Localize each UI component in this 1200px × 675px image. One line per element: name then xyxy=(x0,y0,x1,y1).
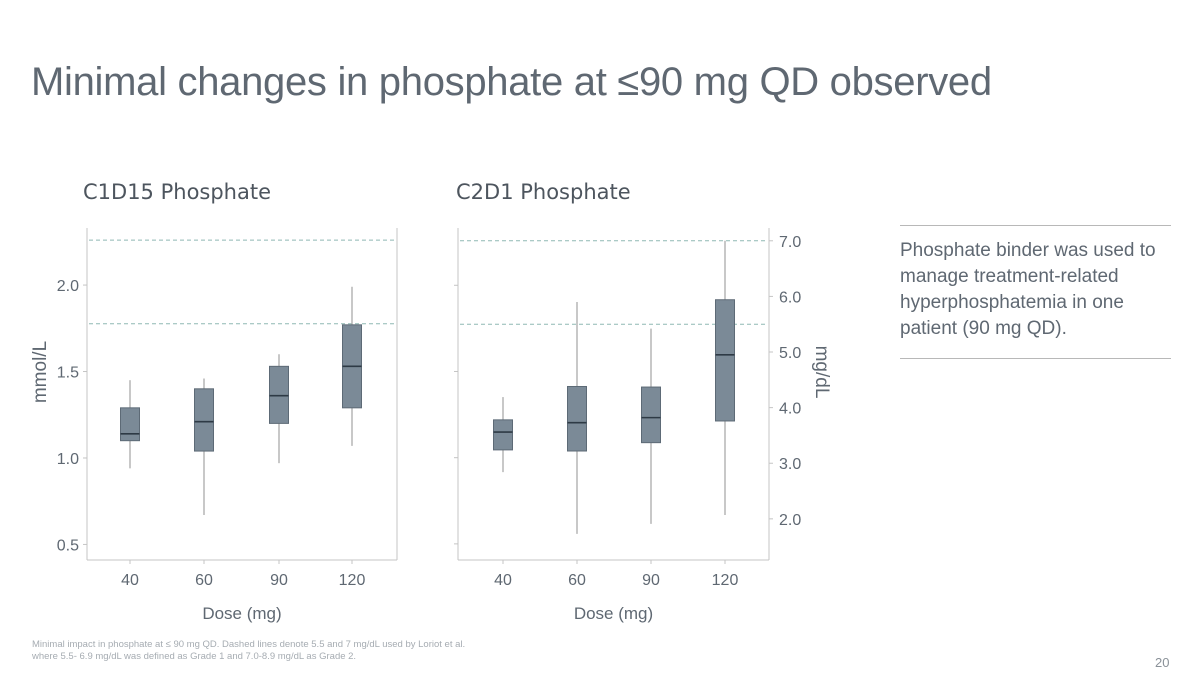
side-note: Phosphate binder was used to manage trea… xyxy=(900,240,1156,339)
box-dose-60 xyxy=(194,388,214,452)
box-dose-120 xyxy=(715,299,735,422)
box-dose-60 xyxy=(567,385,587,452)
y-tick-label: 6.0 xyxy=(779,289,801,306)
x-tick-label: 40 xyxy=(121,572,139,589)
box-dose-40 xyxy=(120,407,140,442)
y-tick-label: 2.0 xyxy=(57,278,79,295)
note-top-divider xyxy=(900,225,1171,226)
y-tick-label: 2.0 xyxy=(779,512,801,529)
y-tick-label: 1.0 xyxy=(57,451,79,468)
y-tick-label: 5.0 xyxy=(779,345,801,362)
x-tick-label: 60 xyxy=(195,572,213,589)
y-axis-label: mg/dL xyxy=(811,346,832,399)
y-axis-label: mmol/L xyxy=(30,341,51,403)
box-dose-40 xyxy=(493,419,513,451)
x-tick-label: 60 xyxy=(568,572,586,589)
box-dose-90 xyxy=(641,386,661,444)
chart-title-c2d1: C2D1 Phosphate xyxy=(456,180,631,204)
x-axis-label: Dose (mg) xyxy=(574,604,653,623)
slide-title: Minimal changes in phosphate at ≤90 mg Q… xyxy=(31,60,992,104)
y-tick-label: 0.5 xyxy=(57,537,79,554)
chart-title-c1d15: C1D15 Phosphate xyxy=(83,180,272,204)
y-tick-label: 4.0 xyxy=(779,401,801,418)
box-dose-90 xyxy=(269,365,289,424)
y-tick-label: 7.0 xyxy=(779,234,801,251)
x-tick-label: 120 xyxy=(339,572,366,589)
footnote-line-1: Minimal impact in phosphate at ≤ 90 mg Q… xyxy=(32,639,466,650)
x-tick-label: 40 xyxy=(494,572,512,589)
x-tick-label: 90 xyxy=(270,572,288,589)
footnote-line-2: where 5.5- 6.9 mg/dL was defined as Grad… xyxy=(32,651,357,662)
y-tick-label: 3.0 xyxy=(779,456,801,473)
x-tick-label: 90 xyxy=(642,572,660,589)
x-axis-label: Dose (mg) xyxy=(202,604,281,623)
x-tick-label: 120 xyxy=(712,572,739,589)
page-number: 20 xyxy=(1155,655,1170,670)
y-tick-label: 1.5 xyxy=(57,365,79,382)
footnote: Minimal impact in phosphate at ≤ 90 mg Q… xyxy=(32,639,465,663)
note-bottom-divider xyxy=(900,358,1171,359)
